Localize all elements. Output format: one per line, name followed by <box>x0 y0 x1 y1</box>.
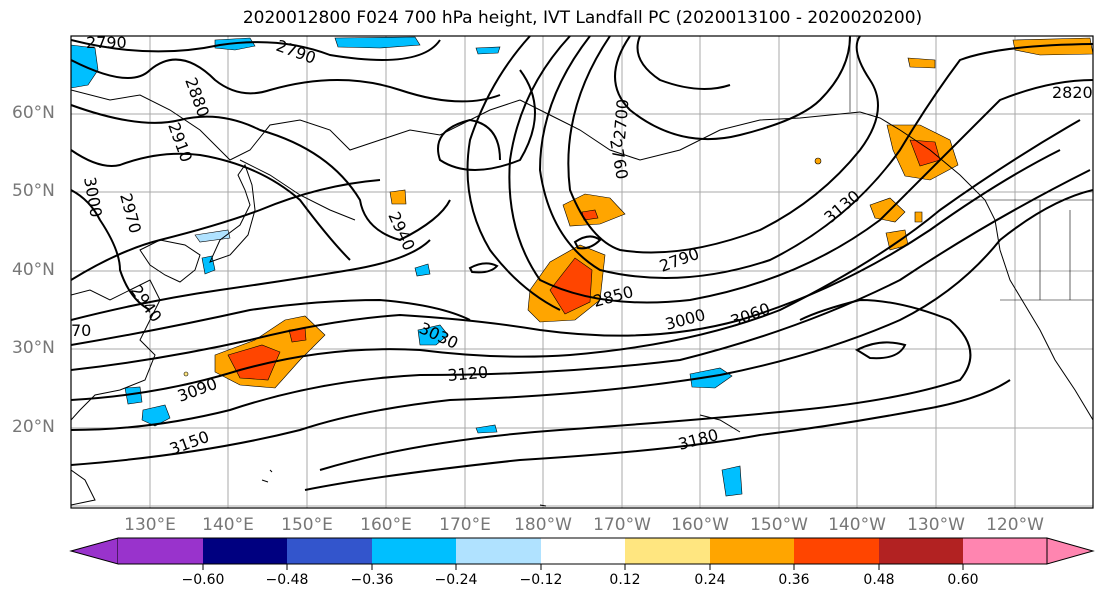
contour-labels: 2790 2880 2910 3000 2970 2940 2700 2760 … <box>71 33 1093 459</box>
colorbar-segment <box>456 538 541 564</box>
longitude-label: 170°E <box>439 515 491 535</box>
colorbar-segment <box>710 538 794 564</box>
colorbar-tick-label: 0.60 <box>947 572 979 588</box>
contour-label: 2790 <box>86 33 127 52</box>
colorbar-segment <box>1046 537 1095 565</box>
colorbar-segment <box>879 538 963 564</box>
height-contours <box>71 36 1093 491</box>
map-panel: 2790 2880 2910 3000 2970 2940 2700 2760 … <box>71 33 1093 508</box>
colorbar-tick-label: −0.60 <box>181 572 225 588</box>
contour-label: 3120 <box>447 363 489 385</box>
longitude-label: 150°W <box>750 515 808 535</box>
map-title: 2020012800 F024 700 hPa height, IVT Land… <box>242 8 923 28</box>
political-borders <box>849 36 1093 301</box>
latitude-label: 50°N <box>12 181 55 201</box>
latitude-label: 40°N <box>12 260 55 280</box>
colorbar-segment <box>118 538 203 564</box>
longitude-label: 160°W <box>671 515 729 535</box>
colorbar <box>69 537 1095 570</box>
colorbar-tick-label: −0.48 <box>265 572 309 588</box>
latitude-label: 60°N <box>12 103 55 123</box>
positive-ivt-shading <box>183 37 1093 389</box>
colorbar-segment <box>203 538 287 564</box>
colorbar-segment <box>963 538 1047 564</box>
longitude-label: 170°W <box>593 515 651 535</box>
colorbar-segment <box>287 538 372 564</box>
contour-label: 2820 <box>1052 83 1093 102</box>
colorbar-tick-label: −0.24 <box>434 572 478 588</box>
colorbar-segment <box>541 538 625 564</box>
longitude-label: 130°E <box>124 515 176 535</box>
contour-label: 70 <box>71 321 91 340</box>
colorbar-tick-label: −0.36 <box>350 572 394 588</box>
longitude-label: 180°W <box>514 515 572 535</box>
colorbar-tick-label: 0.12 <box>609 572 641 588</box>
colorbar-segment <box>625 538 710 564</box>
colorbar-segment <box>794 538 879 564</box>
latitude-label: 20°N <box>12 417 55 437</box>
colorbar-tick-label: −0.12 <box>519 572 563 588</box>
longitude-label: 160°E <box>360 515 412 535</box>
map-frame <box>70 35 1094 509</box>
longitude-label: 150°E <box>281 515 333 535</box>
longitude-label: 140°W <box>828 515 886 535</box>
contour-label: 2700 <box>610 98 632 140</box>
longitude-label: 120°W <box>986 515 1044 535</box>
colorbar-tick-label: 0.24 <box>694 572 726 588</box>
colorbar-tick-label: 0.36 <box>778 572 810 588</box>
colorbar-segment <box>372 538 456 564</box>
colorbar-segment <box>69 537 119 565</box>
latitude-label: 30°N <box>12 338 55 358</box>
colorbar-tick-label: 0.48 <box>863 572 895 588</box>
longitude-label: 140°E <box>202 515 254 535</box>
longitude-label: 130°W <box>907 515 965 535</box>
coastlines <box>71 89 1093 507</box>
